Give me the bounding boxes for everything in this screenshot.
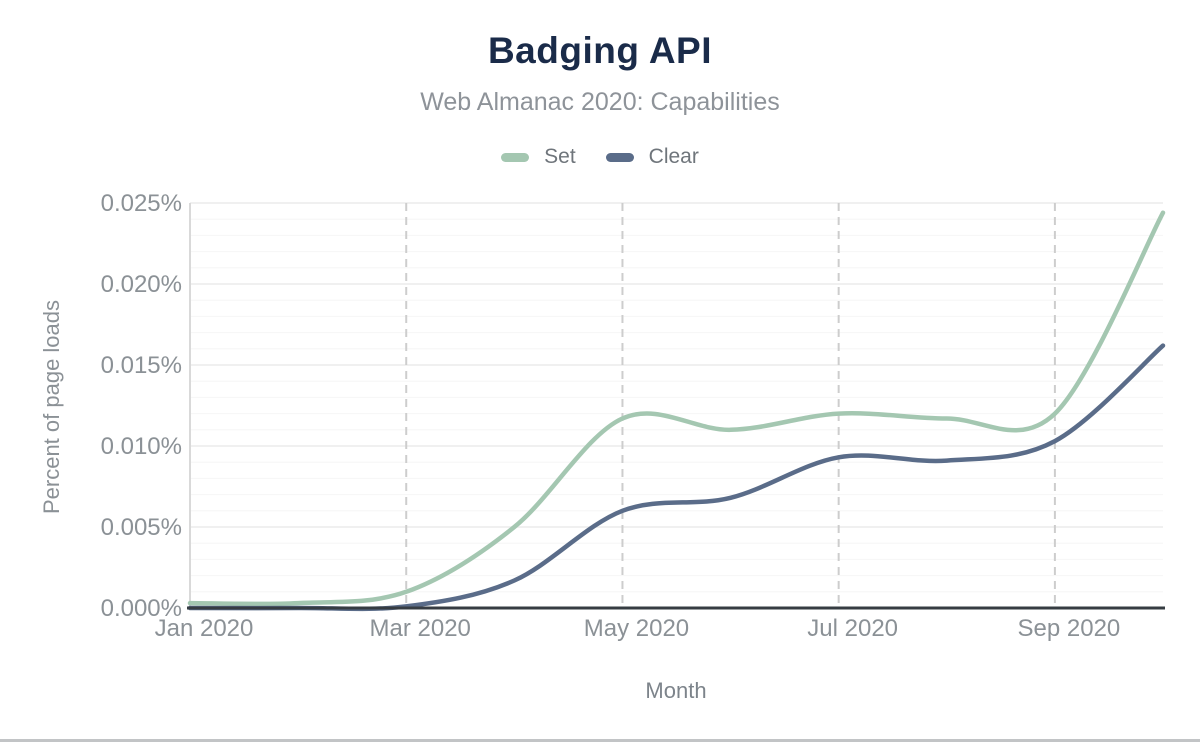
y-tick-label: 0.010% [101,433,182,460]
legend-label-set: Set [544,145,576,168]
x-tick-label: Jul 2020 [807,615,898,642]
x-tick-label: May 2020 [584,615,689,642]
series-line-set[interactable] [187,210,1166,607]
legend-item-set[interactable]: Set [501,145,576,169]
y-tick-label: 0.015% [101,352,182,379]
y-tick-label: 0.005% [101,514,182,541]
y-tick-label: 0.025% [101,190,182,217]
legend-swatch-clear [605,152,634,162]
chart-subtitle: Web Almanac 2020: Capabilities [420,88,780,116]
legend-item-clear[interactable]: Clear [605,145,699,169]
x-axis-title: Month [645,678,707,703]
x-tick-label: Sep 2020 [1018,615,1121,642]
x-tick-label: Mar 2020 [370,615,471,642]
y-axis-title: Percent of page loads [39,299,64,515]
legend-swatch-set [501,152,530,162]
chart-title: Badging API [487,30,713,71]
legend: Set Clear [0,143,1200,171]
y-tick-label: 0.000% [101,595,182,622]
y-tick-label: 0.020% [101,271,182,298]
x-tick-label: Jan 2020 [155,615,254,642]
legend-label-clear: Clear [648,145,699,168]
bottom-divider [0,739,1200,742]
series-line-clear[interactable] [187,343,1166,612]
